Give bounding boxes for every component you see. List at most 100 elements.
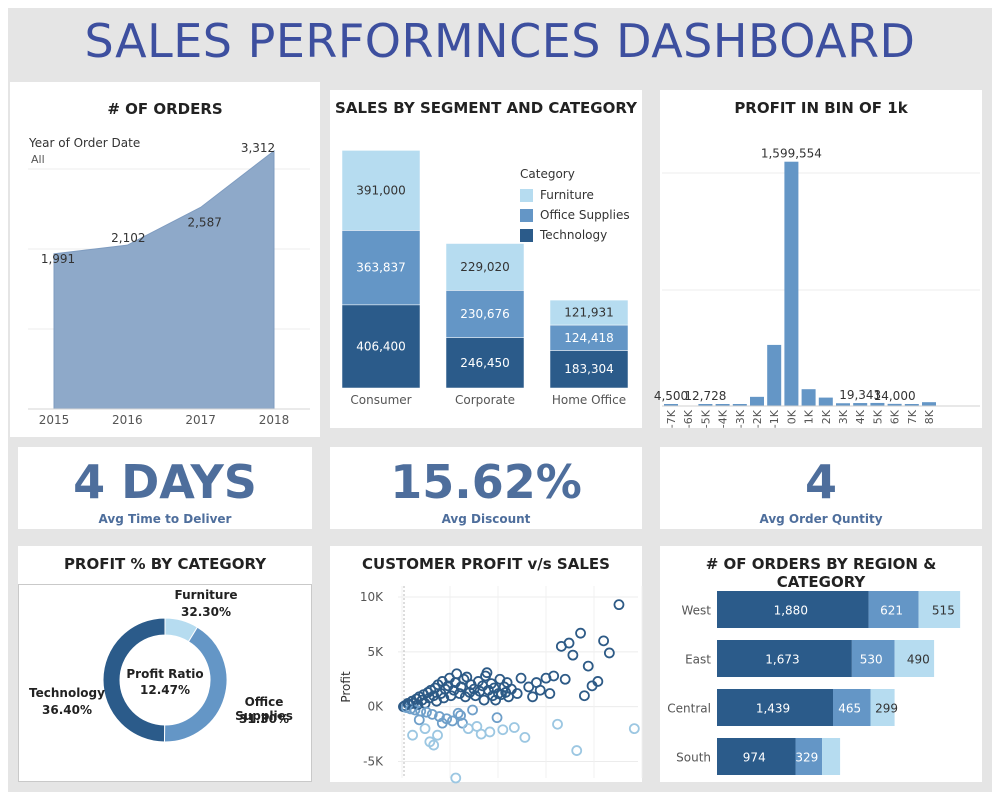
furniture-slice-name: Furniture	[174, 588, 238, 602]
scatter-y-tick: -5K	[363, 755, 384, 769]
legend-swatch-office-supplies	[520, 208, 533, 222]
scatter-point	[429, 682, 441, 694]
bins-x-tick: -1K	[768, 409, 781, 428]
scatter-y-tick: 5K	[367, 645, 384, 659]
region-bar-furniture	[894, 640, 935, 677]
furniture-slice-value: 32.30%	[181, 605, 231, 619]
segment-title: SALES BY SEGMENT AND CATEGORY	[335, 99, 637, 117]
scatter-point	[582, 660, 594, 672]
scatter-point	[523, 681, 535, 693]
kpi-card-discount: 15.62% Avg Discount	[330, 447, 642, 529]
scatter-point	[575, 627, 586, 639]
scatter-point	[426, 708, 438, 720]
region-bar-label: 515	[932, 604, 955, 618]
scatter-point	[484, 726, 496, 738]
segment-bar-label: 229,020	[460, 260, 510, 274]
region-bar-furniture	[870, 689, 895, 726]
scatter-point	[567, 649, 579, 661]
bins-x-tick: 5K	[871, 409, 884, 424]
scatter-point	[527, 691, 538, 703]
scatter-y-tick: 0K	[367, 700, 384, 714]
customer-title: CUSTOMER PROFIT v/s SALES	[362, 555, 610, 573]
scatter-point	[592, 676, 604, 687]
bins-x-tick: -3K	[734, 409, 747, 428]
orders-card: # OF ORDERS Year of Order Date All 2015 2…	[10, 82, 320, 437]
region-bar-furniture	[918, 591, 961, 628]
region-bar-label: 465	[838, 702, 861, 716]
legend-item-technology[interactable]: Technology	[520, 225, 630, 245]
kpi-quantity-value: 4	[804, 455, 837, 509]
segment-bar-label: 124,418	[564, 331, 614, 345]
scatter-point	[454, 688, 466, 699]
segment-bar-label: 230,676	[460, 307, 510, 321]
scatter-point	[481, 667, 493, 679]
legend-item-office-supplies[interactable]: Office Supplies	[520, 205, 630, 225]
region-bar-label: 1,673	[765, 653, 799, 667]
year-filter-label: Year of Order Date	[29, 136, 141, 150]
year-filter-value[interactable]: All	[31, 153, 45, 166]
orders-data-label: 2,587	[187, 215, 221, 229]
profit-bin-bar	[732, 404, 747, 406]
profit-bin-bar	[904, 404, 919, 406]
segment-bar-label: 183,304	[564, 362, 614, 376]
profit-category-donut	[102, 617, 228, 743]
profit-bin-bar	[715, 404, 730, 406]
legend-label-office-supplies: Office Supplies	[540, 208, 630, 222]
orders-data-label: 3,312	[241, 141, 275, 155]
segment-bar-furniture	[549, 299, 629, 326]
scatter-point	[462, 723, 474, 735]
profit-bin-bar	[664, 404, 678, 406]
scatter-point	[432, 729, 443, 741]
bins-data-label: 1,599,554	[761, 147, 822, 161]
customer-scatter-chart: 10K 5K 0K -5K Profit	[339, 586, 643, 784]
bins-x-tick: 7K	[906, 409, 919, 424]
donut-slice-technology	[102, 617, 166, 743]
profit-bins-title: PROFIT IN BIN OF 1k	[734, 99, 908, 117]
scatter-point	[428, 690, 440, 702]
scatter-point	[552, 718, 563, 730]
profit-bin-bar	[750, 396, 764, 406]
scatter-point	[490, 694, 502, 706]
scatter-point	[447, 715, 458, 727]
legend-label-technology: Technology	[540, 228, 608, 242]
region-bar-label: 329	[795, 751, 818, 765]
profit-bin-bar	[698, 404, 713, 406]
bins-x-tick: -7K	[665, 409, 678, 428]
scatter-point	[450, 772, 462, 784]
segment-x-tick: Consumer	[350, 393, 411, 407]
bins-x-tick: -2K	[751, 409, 764, 428]
bins-data-label: 14,000	[874, 389, 916, 403]
bins-x-tick: -4K	[717, 409, 730, 428]
profit-bins-chart: -7K -6K -5K -4K -3K -2K -1K 0K 1K 2K 3K 4K 5K 6K 7K 8K 4…	[654, 147, 980, 428]
region-y-tick: South	[676, 751, 711, 765]
segment-bar-furniture	[341, 150, 421, 231]
scatter-point	[511, 688, 523, 699]
segment-bar-label: 406,400	[356, 339, 406, 353]
orders-data-label: 2,102	[111, 231, 145, 245]
region-card: # OF ORDERS BY REGION & CATEGORY West 1,8…	[660, 546, 982, 782]
orders-x-tick: 2017	[185, 413, 216, 427]
segment-bar-label: 363,837	[356, 261, 406, 275]
kpi-discount-label: Avg Discount	[441, 512, 531, 526]
scatter-point	[457, 717, 468, 729]
scatter-point	[544, 688, 556, 699]
legend-item-furniture[interactable]: Furniture	[520, 185, 630, 205]
segment-bar-label: 391,000	[356, 183, 406, 197]
region-title: # OF ORDERS BY REGION & CATEGORY	[705, 555, 937, 591]
bins-x-tick: -5K	[699, 409, 712, 428]
bins-x-tick: -6K	[682, 409, 695, 428]
region-y-tick: Central	[667, 702, 711, 716]
bins-x-tick: 2K	[820, 409, 833, 424]
scatter-point	[515, 672, 527, 684]
profit-category-title: PROFIT % BY CATEGORY	[63, 555, 267, 573]
profit-bin-bar	[767, 344, 782, 406]
kpi-card-delivery: 4 DAYS Avg Time to Deliver	[18, 447, 312, 529]
orders-title: # OF ORDERS	[107, 100, 223, 118]
scatter-y-label: Profit	[339, 671, 353, 703]
scatter-point	[497, 724, 509, 736]
scatter-point	[416, 694, 428, 706]
profit-bin-bar	[836, 403, 850, 406]
region-bar-label: 621	[880, 604, 903, 618]
region-y-tick: East	[685, 653, 711, 667]
scatter-point	[534, 684, 546, 696]
